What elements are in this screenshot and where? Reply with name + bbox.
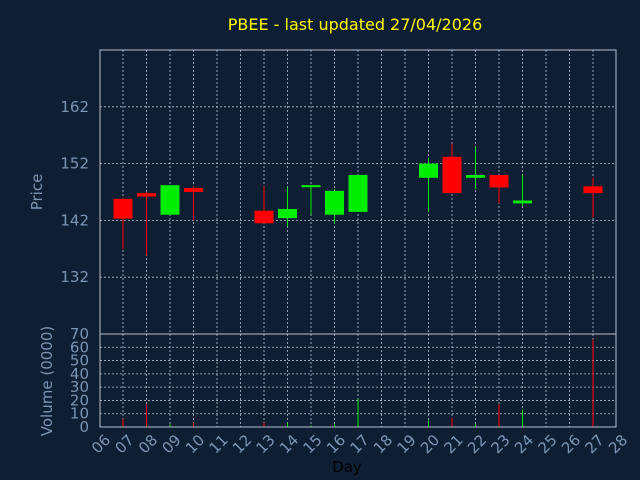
volume-tick-label: 70 — [70, 325, 89, 343]
candle-body — [513, 200, 532, 204]
volume-panel-frame — [99, 333, 617, 428]
candle-body — [419, 163, 438, 178]
volume-tick-label: 10 — [70, 405, 89, 423]
candle-body — [583, 186, 603, 194]
candle-body — [254, 210, 274, 224]
candle-body — [301, 185, 321, 188]
price-axis-label: Price — [28, 174, 46, 211]
volume-tick-label: 40 — [70, 365, 89, 383]
candles — [113, 143, 603, 256]
price-tick-label: 152 — [60, 155, 89, 173]
volume-tick-label: 60 — [70, 338, 89, 356]
candle-body — [489, 174, 509, 188]
volume-tick-label: 20 — [70, 391, 89, 409]
price-tick-label: 142 — [60, 211, 89, 229]
price-tick-label: 132 — [60, 268, 89, 286]
candle-body — [160, 185, 180, 215]
x-ticks: 0607080910111213141516171819202122232425… — [88, 431, 631, 457]
candle-body — [442, 156, 462, 194]
price-tick-label: 162 — [60, 98, 89, 116]
volume-bars — [122, 339, 594, 427]
candle-body — [466, 174, 485, 178]
price-y-ticks: 132 142 152 162 — [60, 98, 89, 286]
x-axis-label: Day — [332, 458, 362, 476]
chart-title: PBEE - last updated 27/04/2026 — [228, 15, 483, 34]
candle-body — [137, 193, 156, 197]
volume-axis-label: Volume (0000) — [38, 326, 56, 436]
candle-body — [113, 198, 133, 219]
candle-body — [325, 190, 344, 215]
candle-body — [184, 188, 203, 192]
candle-body — [348, 174, 368, 212]
volume-tick-label: 0 — [79, 418, 89, 436]
volume-tick-label: 30 — [70, 378, 89, 396]
volume-tick-label: 50 — [70, 352, 89, 370]
candle-body — [278, 209, 297, 219]
